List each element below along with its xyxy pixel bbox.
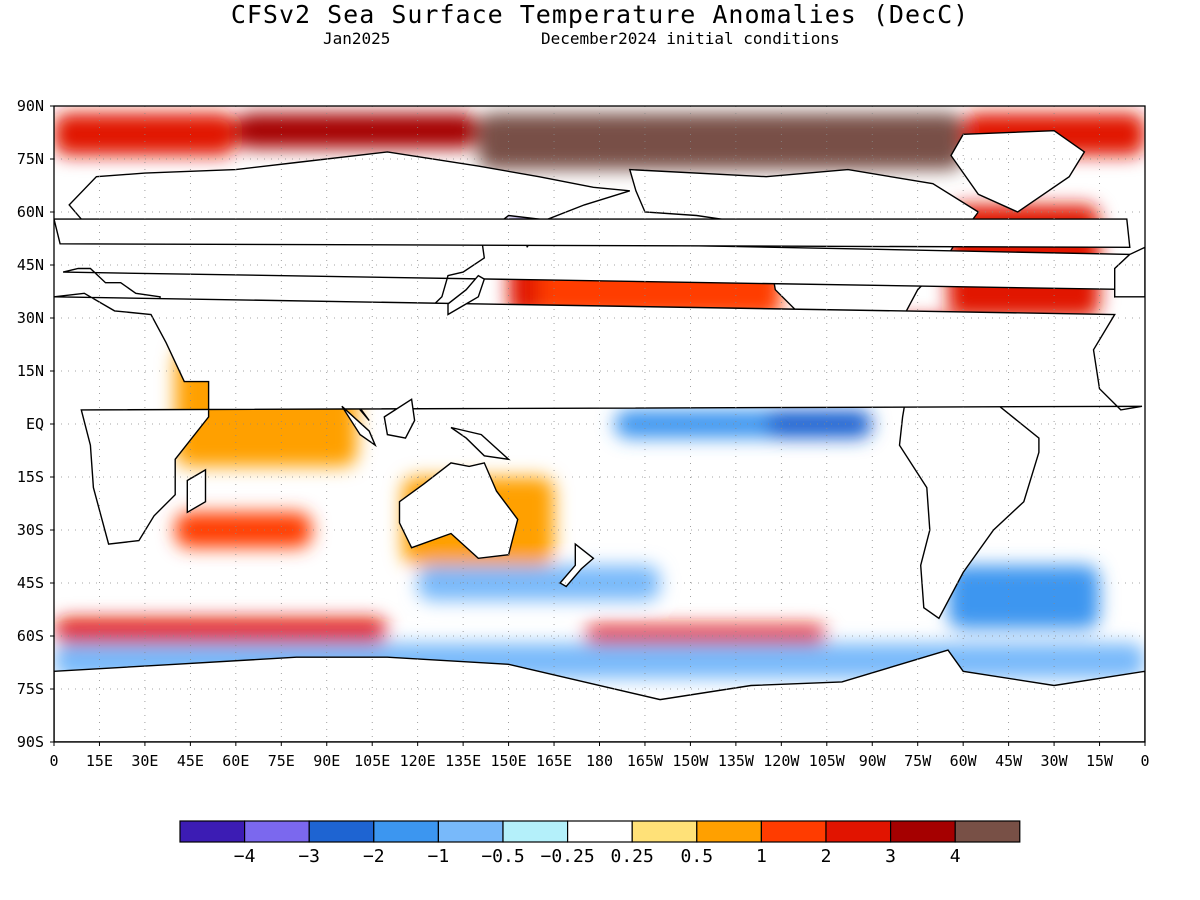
anomaly-region bbox=[417, 565, 661, 601]
colorbar-swatch bbox=[631, 820, 698, 843]
lat-tick-label: 45S bbox=[17, 574, 44, 592]
lat-tick-label: 30N bbox=[17, 309, 44, 327]
lon-tick-label: 90W bbox=[859, 752, 887, 770]
south-america-land bbox=[898, 380, 1040, 620]
lon-tick-label: 105W bbox=[809, 752, 846, 770]
lat-tick-label: 75N bbox=[17, 150, 44, 168]
lon-tick-label: 150E bbox=[491, 752, 527, 770]
anomaly-region bbox=[948, 565, 1100, 629]
lon-tick-label: 75E bbox=[268, 752, 295, 770]
colorbar-swatch bbox=[373, 820, 439, 843]
lat-tick-label: 90N bbox=[17, 97, 44, 115]
colorbar-label: −1 bbox=[427, 846, 450, 867]
lat-tick-label: 60N bbox=[17, 203, 44, 221]
lon-tick-label: 60E bbox=[222, 752, 249, 770]
lon-tick-label: 120W bbox=[763, 752, 800, 770]
lon-tick-label: 165E bbox=[536, 752, 572, 770]
colorbar-label: −4 bbox=[233, 846, 256, 867]
lon-tick-label: 45W bbox=[995, 752, 1023, 770]
colorbar-swatch bbox=[502, 820, 569, 843]
new-guinea-land bbox=[450, 426, 511, 461]
lon-tick-label: 75W bbox=[904, 752, 932, 770]
initial-conditions-label: December2024 initial conditions bbox=[541, 29, 840, 48]
colorbar-swatch bbox=[696, 820, 762, 843]
greenland-land bbox=[950, 129, 1086, 213]
madagascar-land bbox=[186, 468, 207, 514]
sumatra-land bbox=[341, 405, 377, 448]
australia-land bbox=[398, 462, 519, 560]
anomaly-region bbox=[584, 625, 827, 644]
colorbar-swatch bbox=[179, 820, 246, 843]
iberia-land-wrap bbox=[1113, 246, 1145, 298]
lat-tick-label: EQ bbox=[26, 415, 44, 433]
lon-tick-label: 60W bbox=[950, 752, 978, 770]
borneo-land bbox=[383, 398, 416, 439]
lon-tick-label: 120E bbox=[400, 752, 436, 770]
lat-tick-label: 45N bbox=[17, 256, 44, 274]
lon-tick-label: 15E bbox=[86, 752, 113, 770]
lon-tick-label: 30E bbox=[131, 752, 158, 770]
lon-tick-label: 135E bbox=[445, 752, 481, 770]
colorbar-label: 2 bbox=[820, 846, 832, 867]
colorbar-label: 3 bbox=[885, 846, 897, 867]
japan-land bbox=[447, 274, 486, 316]
lat-tick-label: 15S bbox=[17, 468, 44, 486]
colorbar-swatch bbox=[566, 820, 633, 843]
anomaly-region bbox=[235, 113, 479, 149]
lon-tick-label: 165W bbox=[627, 752, 664, 770]
chart-title: CFSv2 Sea Surface Temperature Anomalies … bbox=[230, 0, 970, 29]
lon-tick-label: 30W bbox=[1041, 752, 1069, 770]
forecast-month: Jan2025 bbox=[323, 29, 391, 48]
lat-tick-label: 90S bbox=[17, 733, 44, 751]
colorbar-label: 0.25 bbox=[610, 846, 654, 867]
lon-tick-label: 135W bbox=[718, 752, 755, 770]
lon-tick-label: 180 bbox=[586, 752, 613, 770]
lon-tick-label: 105E bbox=[354, 752, 390, 770]
colorbar-swatch bbox=[825, 820, 892, 843]
colorbar-label: 0.5 bbox=[680, 846, 714, 867]
colorbar-swatch bbox=[244, 820, 310, 843]
colorbar-label: −2 bbox=[362, 846, 385, 867]
lat-tick-label: 75S bbox=[17, 680, 44, 698]
colorbar-swatch bbox=[760, 820, 827, 843]
colorbar-swatch bbox=[954, 820, 1021, 843]
colorbar-swatch bbox=[889, 820, 956, 843]
colorbar-label: −3 bbox=[298, 846, 321, 867]
lat-tick-label: 15N bbox=[17, 362, 44, 380]
colorbar-label: 4 bbox=[949, 846, 961, 867]
lon-tick-label: 45E bbox=[177, 752, 204, 770]
uk-land bbox=[54, 218, 1131, 249]
colorbar-swatch bbox=[437, 820, 504, 843]
lon-tick-label: 150W bbox=[672, 752, 709, 770]
colorbar-swatch bbox=[308, 820, 375, 843]
lon-tick-label: 0 bbox=[1140, 752, 1149, 770]
new-zealand-land bbox=[559, 542, 595, 588]
anomaly-region bbox=[54, 618, 388, 644]
lat-tick-label: 60S bbox=[17, 627, 44, 645]
colorbar-label: −0.25 bbox=[540, 846, 595, 867]
anomaly-region bbox=[478, 113, 964, 170]
colorbar-label: −0.5 bbox=[481, 846, 525, 867]
lon-tick-label: 90E bbox=[313, 752, 340, 770]
lon-tick-label: 0 bbox=[49, 752, 58, 770]
anomaly-region bbox=[766, 409, 873, 439]
lon-tick-label: 15W bbox=[1086, 752, 1114, 770]
colorbar-label: 1 bbox=[755, 846, 767, 867]
lat-tick-label: 30S bbox=[17, 521, 44, 539]
